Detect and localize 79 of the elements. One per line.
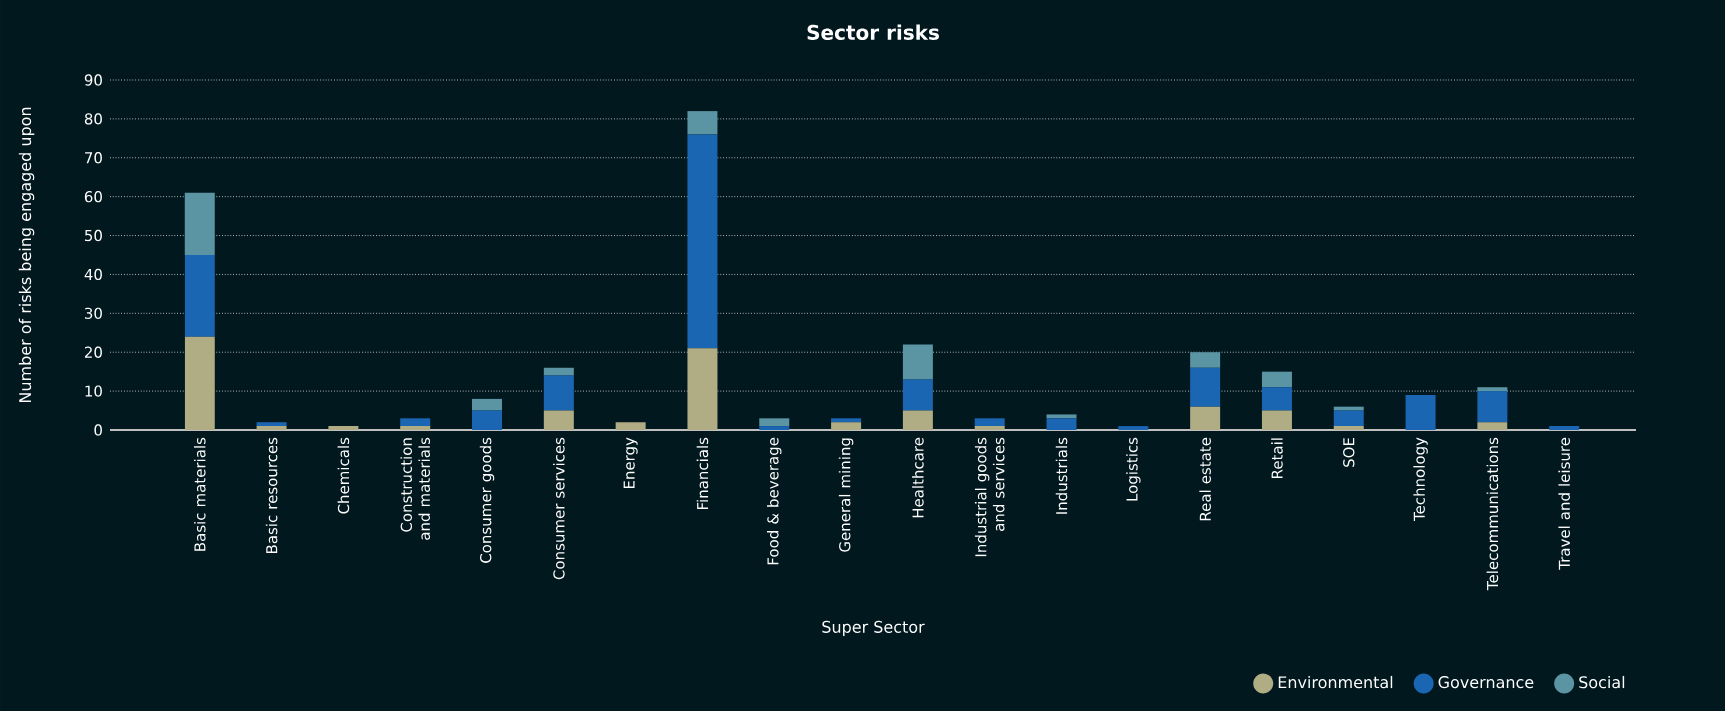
bar bbox=[400, 418, 431, 427]
bar bbox=[1046, 414, 1077, 419]
x-tick-label: Logistics bbox=[1126, 437, 1141, 501]
y-tick-label: 30 bbox=[84, 307, 102, 319]
x-tick-label: Travel and leisure bbox=[1558, 437, 1571, 570]
bar bbox=[543, 410, 574, 430]
bar bbox=[1333, 426, 1364, 430]
x-tick-label: Energy bbox=[623, 437, 638, 489]
bar bbox=[615, 422, 646, 430]
x-tick-label: Real estate bbox=[1199, 437, 1211, 521]
bar bbox=[184, 255, 215, 337]
bar bbox=[184, 192, 215, 255]
bar bbox=[759, 418, 790, 427]
bar bbox=[472, 398, 503, 411]
bar bbox=[543, 375, 574, 411]
bar bbox=[687, 134, 718, 349]
x-tick-label: General mining bbox=[838, 438, 854, 552]
x-tick-label: SOE bbox=[1343, 438, 1355, 467]
bar bbox=[256, 422, 287, 427]
bar bbox=[184, 336, 215, 430]
bar bbox=[687, 111, 718, 135]
y-tick-label: 40 bbox=[84, 268, 102, 281]
x-tick-label: Basic materials bbox=[193, 437, 206, 551]
bar bbox=[1261, 410, 1292, 430]
y-tick-label: 10 bbox=[85, 385, 102, 397]
x-tick-label: Industrials bbox=[1055, 437, 1068, 514]
bar bbox=[974, 418, 1005, 427]
y-tick-label: 50 bbox=[85, 229, 102, 242]
bar bbox=[256, 426, 287, 430]
x-tick-label: Construction and materials bbox=[400, 437, 431, 540]
x-axis-title: Super Sector bbox=[822, 620, 925, 636]
bar bbox=[1190, 352, 1221, 368]
y-axis-title: Number of risks being engaged upon bbox=[18, 107, 35, 402]
bar bbox=[1477, 422, 1508, 430]
bar bbox=[902, 379, 933, 411]
bar bbox=[902, 410, 933, 430]
bar bbox=[1477, 387, 1508, 392]
bar bbox=[1333, 406, 1364, 411]
bar bbox=[1333, 410, 1364, 427]
bar bbox=[687, 348, 718, 430]
bar bbox=[759, 426, 790, 430]
legend-label: Environmental bbox=[1278, 675, 1393, 689]
bar bbox=[472, 410, 503, 430]
bar bbox=[543, 367, 574, 376]
bar bbox=[1261, 371, 1292, 388]
bar bbox=[328, 426, 359, 430]
y-tick-label: 80 bbox=[84, 113, 102, 125]
bar bbox=[831, 418, 862, 423]
x-tick-label: Financials bbox=[696, 437, 709, 510]
bar bbox=[1261, 387, 1292, 411]
x-tick-label: Food & beverage bbox=[767, 437, 782, 565]
y-tick-label: 20 bbox=[84, 346, 102, 358]
legend-label: Social bbox=[1579, 675, 1625, 689]
bar bbox=[400, 426, 431, 430]
x-tick-label: Industrial goods and services bbox=[974, 437, 1005, 557]
x-tick-label: Chemicals bbox=[337, 437, 350, 514]
bar bbox=[1118, 426, 1149, 430]
bar bbox=[1477, 391, 1508, 423]
x-tick-label: Healthcare bbox=[912, 437, 924, 518]
x-tick-label: Telecommunications bbox=[1486, 437, 1499, 591]
x-tick-label: Technology bbox=[1413, 437, 1428, 522]
y-tick-label: 90 bbox=[84, 74, 102, 86]
y-tick-label: 60 bbox=[84, 190, 102, 203]
x-tick-label: Consumer services bbox=[553, 437, 565, 580]
bar bbox=[831, 422, 862, 430]
bar bbox=[974, 426, 1005, 430]
y-tick-label: 0 bbox=[94, 424, 102, 436]
bar bbox=[1190, 367, 1221, 407]
bar bbox=[1190, 406, 1221, 430]
legend-label: Governance bbox=[1438, 676, 1534, 689]
x-tick-label: Basic resources bbox=[265, 437, 278, 553]
bar bbox=[1405, 394, 1436, 430]
bar bbox=[902, 344, 933, 380]
chart-title: Sector risks bbox=[807, 24, 939, 40]
x-tick-label: Retail bbox=[1271, 438, 1283, 478]
x-tick-label: Consumer goods bbox=[479, 437, 495, 563]
bar bbox=[1046, 418, 1077, 430]
y-tick-label: 70 bbox=[85, 152, 102, 164]
bar bbox=[1549, 426, 1580, 430]
